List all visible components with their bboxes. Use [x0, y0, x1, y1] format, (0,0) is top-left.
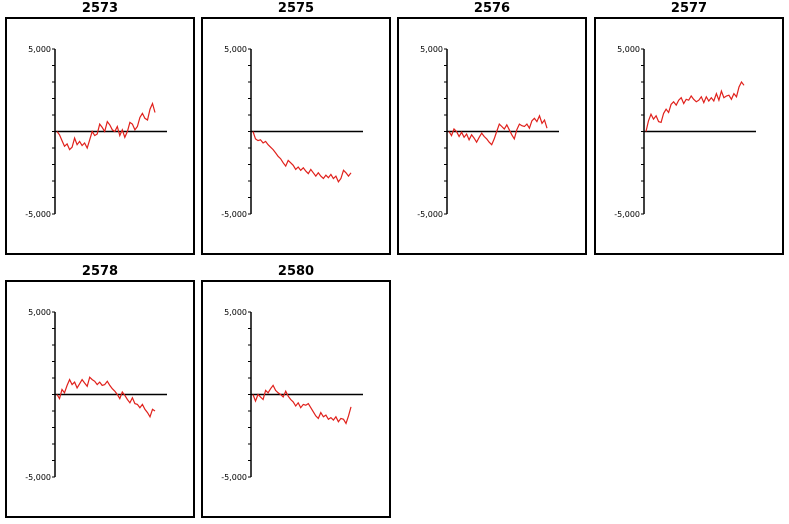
chart-frame: 5,000 -5,000 [5, 17, 195, 255]
series-line [252, 131, 352, 183]
chart-title: 2578 [81, 264, 119, 279]
chart-plot: 5,000 -5,000 [614, 45, 756, 219]
y-tick-label-top: 5,000 [420, 45, 443, 54]
series-line [448, 114, 548, 146]
chart-title: 2575 [277, 1, 315, 16]
chart-plot: 5,000 -5,000 [221, 45, 363, 219]
y-tick-label-bottom: -5,000 [25, 473, 51, 482]
y-tick-label-top: 5,000 [617, 45, 640, 54]
chart-title: 2576 [473, 1, 511, 16]
y-tick-label-bottom: -5,000 [221, 210, 247, 219]
series-line [56, 376, 156, 419]
y-tick-label-bottom: -5,000 [614, 210, 640, 219]
y-tick-label-bottom: -5,000 [221, 473, 247, 482]
chart-frame: 5,000 -5,000 [5, 280, 195, 518]
y-tick-label-top: 5,000 [224, 308, 247, 317]
chart-frame: 5,000 -5,000 [594, 17, 784, 255]
chart-frame: 5,000 -5,000 [397, 17, 587, 255]
y-tick-label-top: 5,000 [224, 45, 247, 54]
series-line [252, 384, 352, 425]
chart-plot: 5,000 -5,000 [221, 308, 363, 482]
y-tick-label-bottom: -5,000 [417, 210, 443, 219]
chart-frame: 5,000 -5,000 [201, 280, 391, 518]
chart-frame: 5,000 -5,000 [201, 17, 391, 255]
y-tick-label-bottom: -5,000 [25, 210, 51, 219]
series-line [645, 80, 745, 132]
chart-plot: 5,000 -5,000 [417, 45, 559, 219]
series-line [56, 101, 156, 151]
chart-plot: 5,000 -5,000 [25, 308, 167, 482]
chart-title: 2573 [81, 1, 119, 16]
y-tick-label-top: 5,000 [28, 308, 51, 317]
chart-plot: 5,000 -5,000 [25, 45, 167, 219]
chart-title: 2577 [670, 1, 708, 16]
chart-title: 2580 [277, 264, 315, 279]
y-tick-label-top: 5,000 [28, 45, 51, 54]
